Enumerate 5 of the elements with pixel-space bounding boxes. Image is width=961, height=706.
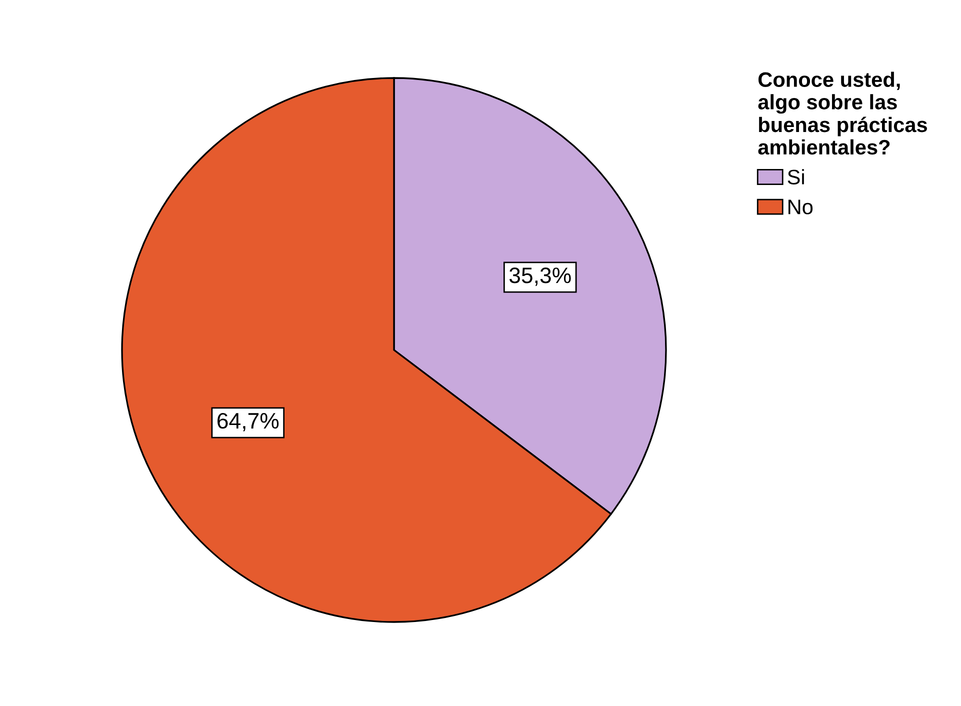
legend-title: Conoce usted, algo sobre las buenas prácticas ambientales? [758, 72, 927, 155]
legend-label: No [788, 200, 813, 214]
legend-label: Si [788, 169, 804, 184]
data-label: 35,3% [509, 268, 571, 286]
data-label: 64,7% [218, 412, 279, 432]
